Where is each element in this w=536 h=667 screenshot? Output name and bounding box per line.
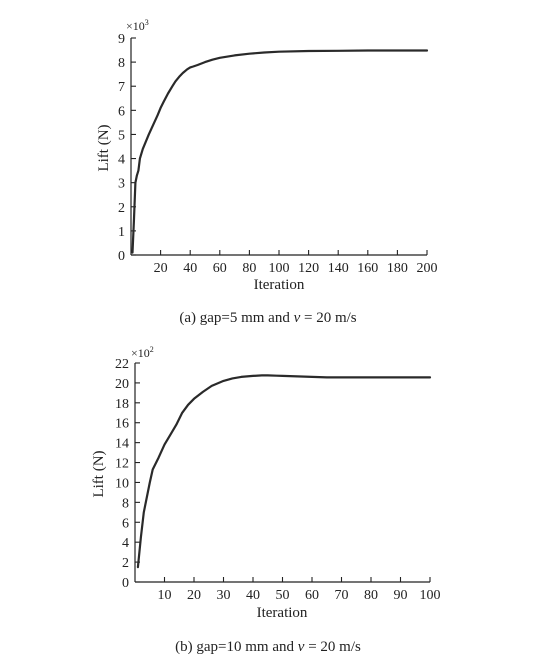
y-tick-label-a-0: 0 — [118, 249, 125, 264]
caption-a: (a) gap=5 mm and v = 20 m/s — [179, 310, 356, 326]
y-tick-label-b-11: 22 — [115, 357, 129, 372]
y-tick-label-b-8: 16 — [115, 417, 129, 432]
x-tick-label-b-0: 10 — [158, 588, 172, 603]
y-tick-label-b-5: 10 — [115, 476, 129, 491]
x-axis-label-a: Iteration — [254, 277, 305, 293]
x-tick-label-b-5: 60 — [305, 588, 319, 603]
x-tick-label-b-1: 20 — [187, 588, 201, 603]
x-tick-label-a-6: 140 — [328, 261, 349, 276]
y-tick-label-a-1: 1 — [118, 225, 125, 240]
x-tick-label-a-7: 160 — [357, 261, 378, 276]
y-axis-label-b: Lift (N) — [91, 450, 107, 497]
caption-b: (b) gap=10 mm and v = 20 m/s — [175, 639, 361, 655]
x-tick-label-b-8: 90 — [394, 588, 408, 603]
y-multiplier-b: ×102 — [131, 345, 154, 360]
lift-curve-b — [136, 374, 432, 569]
y-tick-label-b-3: 6 — [122, 516, 129, 531]
y-tick-label-b-4: 8 — [122, 496, 129, 511]
y-tick-label-a-3: 3 — [118, 177, 125, 192]
x-axis-label-b: Iteration — [257, 605, 308, 621]
x-tick-label-b-2: 30 — [217, 588, 231, 603]
x-tick-label-a-4: 100 — [269, 261, 290, 276]
lift-curve-a — [131, 49, 429, 254]
y-axis-label-a: Lift (N) — [96, 124, 112, 171]
x-tick-label-b-3: 40 — [246, 588, 260, 603]
y-tick-label-a-6: 6 — [118, 104, 125, 119]
y-tick-label-b-0: 0 — [122, 576, 129, 591]
x-tick-label-a-5: 120 — [298, 261, 319, 276]
x-tick-label-a-9: 200 — [417, 261, 438, 276]
y-tick-label-a-2: 2 — [118, 201, 125, 216]
y-tick-label-a-8: 8 — [118, 56, 125, 71]
y-tick-label-a-4: 4 — [118, 153, 125, 168]
y-tick-label-b-7: 14 — [115, 437, 129, 452]
x-tick-label-a-0: 20 — [154, 261, 168, 276]
y-tick-label-a-5: 5 — [118, 128, 125, 143]
y-tick-label-b-9: 18 — [115, 397, 129, 412]
tick-group-a: 20 40 60 80 100 120 140 160 180 200 0 1 2 3 4 5 6 7 8 9 — [118, 32, 438, 276]
x-tick-label-b-9: 100 — [420, 588, 441, 603]
x-tick-label-a-8: 180 — [387, 261, 408, 276]
y-multiplier-a: ×103 — [126, 18, 149, 33]
chart-panel-b: 10 20 30 40 50 60 70 80 90 100 0 2 4 6 8 10 12 14 16 18 20 22… — [91, 345, 441, 655]
y-tick-label-b-1: 2 — [122, 556, 129, 571]
y-tick-label-b-6: 12 — [115, 457, 129, 472]
chart-panel-a: 20 40 60 80 100 120 140 160 180 200 0 1 2 3 4 5 6 7 8 9 ×10… — [96, 18, 438, 326]
y-tick-label-b-10: 20 — [115, 377, 129, 392]
x-tick-label-b-4: 50 — [276, 588, 290, 603]
x-tick-label-a-2: 60 — [213, 261, 227, 276]
tick-group-b: 10 20 30 40 50 60 70 80 90 100 0 2 4 6 8 10 12 14 16 18 20 22 — [115, 357, 441, 603]
y-tick-label-a-9: 9 — [118, 32, 125, 47]
x-tick-label-b-6: 70 — [335, 588, 349, 603]
y-tick-label-b-2: 4 — [122, 536, 129, 551]
x-tick-label-a-1: 40 — [183, 261, 197, 276]
y-tick-label-a-7: 7 — [118, 80, 125, 95]
x-tick-label-b-7: 80 — [364, 588, 378, 603]
x-tick-label-a-3: 80 — [242, 261, 256, 276]
